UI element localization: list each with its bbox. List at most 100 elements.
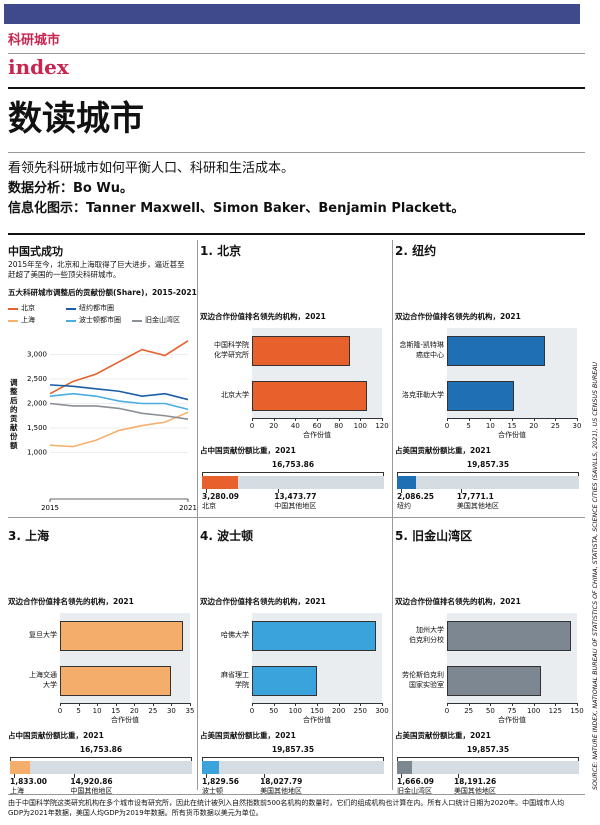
- x-axis-label: 合作份值: [303, 716, 331, 724]
- share-segment: [29, 761, 192, 774]
- x-tick: [382, 703, 383, 706]
- legend-label: 北京: [21, 304, 35, 312]
- x-tick-label: 30: [572, 422, 582, 430]
- subtitle: 2015年至今，北京和上海取得了巨大进步，逼近甚至赶超了美国的一些顶尖科研城市。: [8, 260, 185, 279]
- x-tick-label: 5: [466, 422, 471, 430]
- x-tick-label: 100: [288, 707, 303, 715]
- share-category: 美国其他地区: [260, 787, 303, 795]
- x-tick-label: 80: [334, 422, 344, 430]
- total-label: 16,753.86: [79, 745, 123, 754]
- x-tick-label: 10: [485, 422, 495, 430]
- credit: 数据分析：Bo Wu。: [8, 181, 133, 196]
- x-tick: [555, 418, 557, 421]
- x-tick: [577, 703, 578, 706]
- share-value: 3,280.09: [202, 492, 240, 501]
- share-value: 18,191.26: [453, 777, 497, 786]
- total-label: 19,857.35: [466, 745, 510, 754]
- x-tick-label: 25: [148, 707, 158, 715]
- x-tick: [338, 418, 340, 421]
- x-tick-label: 0: [57, 707, 63, 715]
- x-tick: [295, 703, 297, 706]
- x-tick: [382, 418, 383, 421]
- share-tick: [264, 774, 265, 778]
- x-tick-label: 0: [249, 422, 255, 430]
- bar: [447, 335, 545, 366]
- x-tick-label: 100: [353, 422, 368, 430]
- x-tick-label: 0: [249, 707, 255, 715]
- bar: [60, 620, 183, 651]
- x-tick-label: 40: [290, 422, 300, 430]
- share-segment: [202, 476, 238, 489]
- legend-swatch: [66, 308, 76, 310]
- x-tick: [555, 703, 557, 706]
- y-tick-label: 2,000: [27, 400, 47, 408]
- x-tick-label: 20: [129, 707, 139, 715]
- x-tick: [533, 703, 535, 706]
- bar: [252, 620, 376, 651]
- share-category: 北京: [202, 502, 216, 510]
- share-value: 17,771.1: [456, 492, 494, 501]
- x-tick: [468, 703, 470, 706]
- x-tick: [273, 418, 275, 421]
- city-title: 2. 纽约: [395, 244, 437, 258]
- x-tick-label: 75: [507, 707, 517, 715]
- bar: [252, 335, 350, 366]
- total-bracket: [10, 757, 192, 761]
- share-segment: [397, 476, 417, 489]
- share-segment: [202, 761, 219, 774]
- x-axis-label: 合作份值: [111, 716, 139, 724]
- brand: index: [8, 55, 69, 79]
- legend-label: 上海: [21, 316, 35, 324]
- x-tick: [360, 418, 362, 421]
- x-tick: [360, 703, 362, 706]
- share-segment: [218, 761, 384, 774]
- x-tick: [171, 703, 173, 706]
- x-tick-label: 50: [485, 707, 495, 715]
- rule: [8, 53, 585, 54]
- legend-swatch: [8, 320, 18, 322]
- x-tick-label: 25: [464, 707, 474, 715]
- x-tick-label: 0: [444, 707, 450, 715]
- share-tick: [460, 489, 462, 493]
- category-label: 中国科学院 化学研究所: [214, 341, 249, 359]
- share-tick: [401, 774, 402, 778]
- x-axis-label: 合作份值: [498, 431, 526, 439]
- footnote: 由于中国科学院这类研究机构在多个城市设有研究所，因此在统计被列入自然指数前500…: [8, 799, 565, 817]
- total-bracket: [397, 472, 579, 476]
- share-segment: [397, 761, 413, 774]
- share-tick: [401, 489, 402, 493]
- share-title: 占美国贡献份额比重，2021: [200, 731, 296, 740]
- city-title: 4. 波士顿: [200, 529, 254, 543]
- line-chart: 1,000 1,500 2,000 2,500 3,000 2015 2021: [27, 340, 197, 512]
- series-line: [49, 384, 189, 401]
- share-tick: [457, 774, 459, 778]
- share-tick: [206, 489, 207, 493]
- legend-label: 旧金山湾区: [145, 316, 180, 324]
- share-value: 18,027.79: [260, 777, 303, 786]
- top-band: [4, 4, 580, 24]
- bar: [447, 665, 541, 696]
- intro: 看领先科研城市如何平衡人口、科研和生活成本。: [8, 161, 295, 176]
- x-tick: [60, 703, 61, 706]
- x-tick-label: 300: [375, 707, 389, 715]
- city-title: 1. 北京: [200, 244, 242, 258]
- x-axis: [447, 418, 577, 419]
- share-title: 占美国贡献份额比重，2021: [395, 731, 491, 740]
- x-tick-label: 2021: [179, 504, 197, 512]
- x-tick-label: 100: [526, 707, 541, 715]
- city-title: 3. 上海: [8, 529, 50, 543]
- x-axis: [60, 703, 190, 704]
- series-line: [49, 402, 189, 420]
- x-tick-label: 150: [570, 707, 584, 715]
- y-tick-label: 1,000: [27, 449, 47, 457]
- x-tick: [97, 703, 98, 706]
- bar: [252, 380, 367, 411]
- x-tick: [317, 703, 318, 706]
- legend-swatch: [132, 320, 142, 322]
- share-value: 14,920.86: [70, 777, 113, 786]
- rule: [8, 152, 585, 153]
- rule: [8, 233, 585, 235]
- x-tick: [190, 703, 191, 706]
- bar: [447, 380, 515, 411]
- x-tick-label: 0: [444, 422, 450, 430]
